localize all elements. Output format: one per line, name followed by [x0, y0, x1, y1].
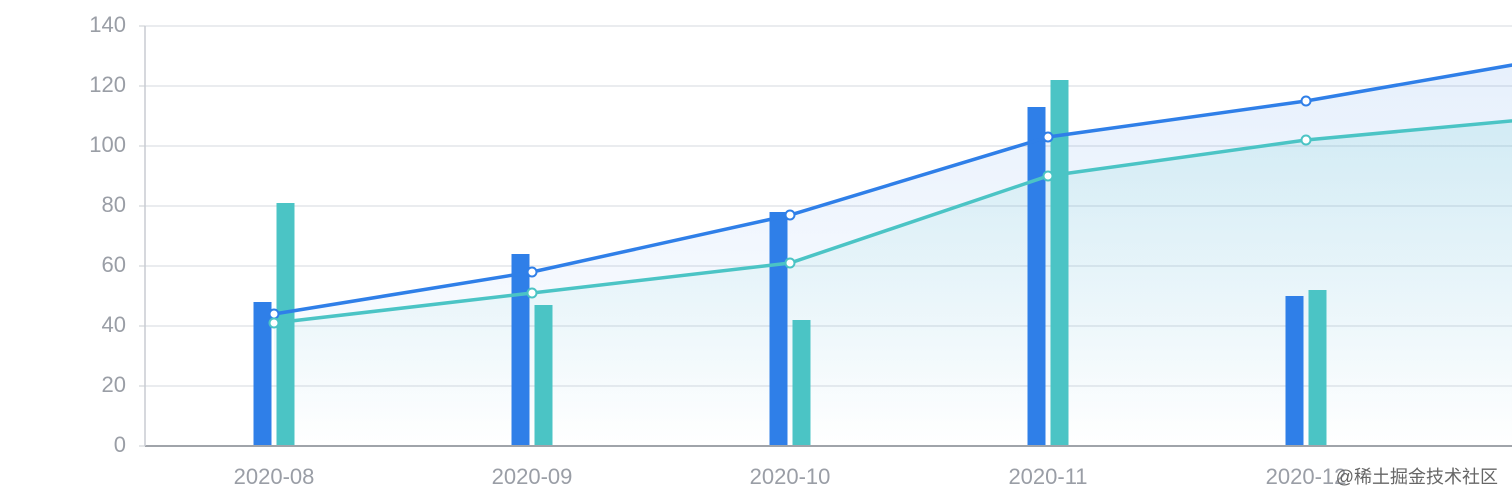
- bars: [253, 80, 1327, 446]
- x-tick-label: 2020-10: [750, 464, 831, 489]
- point: [784, 209, 796, 221]
- bar: [792, 320, 811, 446]
- point: [1300, 134, 1312, 146]
- y-tick-label: 20: [102, 372, 126, 397]
- y-tick-label: 100: [89, 132, 126, 157]
- point: [1042, 170, 1054, 182]
- x-tick-label: 2020-12: [1266, 464, 1347, 489]
- lines: [268, 63, 1512, 329]
- bar: [1050, 80, 1069, 446]
- line: [273, 63, 1512, 316]
- bar: [1308, 290, 1327, 446]
- point: [526, 266, 538, 278]
- bar: [769, 212, 788, 446]
- line: [273, 119, 1512, 325]
- bar: [511, 254, 530, 446]
- bar: [253, 302, 272, 446]
- area: [274, 120, 1512, 446]
- y-tick-label: 140: [89, 12, 126, 37]
- y-tick-label: 80: [102, 192, 126, 217]
- point: [268, 317, 280, 329]
- bar: [1027, 107, 1046, 446]
- x-tick-label: 2020-11: [1008, 464, 1087, 489]
- y-tick-label: 60: [102, 252, 126, 277]
- bar: [276, 203, 295, 446]
- y-tick-label: 120: [89, 72, 126, 97]
- y-tick-label: 40: [102, 312, 126, 337]
- bar: [534, 305, 553, 446]
- point: [268, 308, 280, 320]
- watermark: @稀土掘金技术社区: [1336, 467, 1498, 487]
- labels: 0 20 40 60 80 100 120 140 2020-08 2020-09 2020-10 2…: [89, 12, 1346, 489]
- bar: [1285, 296, 1304, 446]
- x-tick-label: 2020-09: [492, 464, 573, 489]
- y-tick-label: 0: [114, 432, 126, 457]
- areas: [274, 65, 1512, 446]
- x-tick-label: 2020-08: [234, 464, 315, 489]
- point: [1300, 95, 1312, 107]
- point: [784, 257, 796, 269]
- point: [1042, 131, 1054, 143]
- point: [526, 287, 538, 299]
